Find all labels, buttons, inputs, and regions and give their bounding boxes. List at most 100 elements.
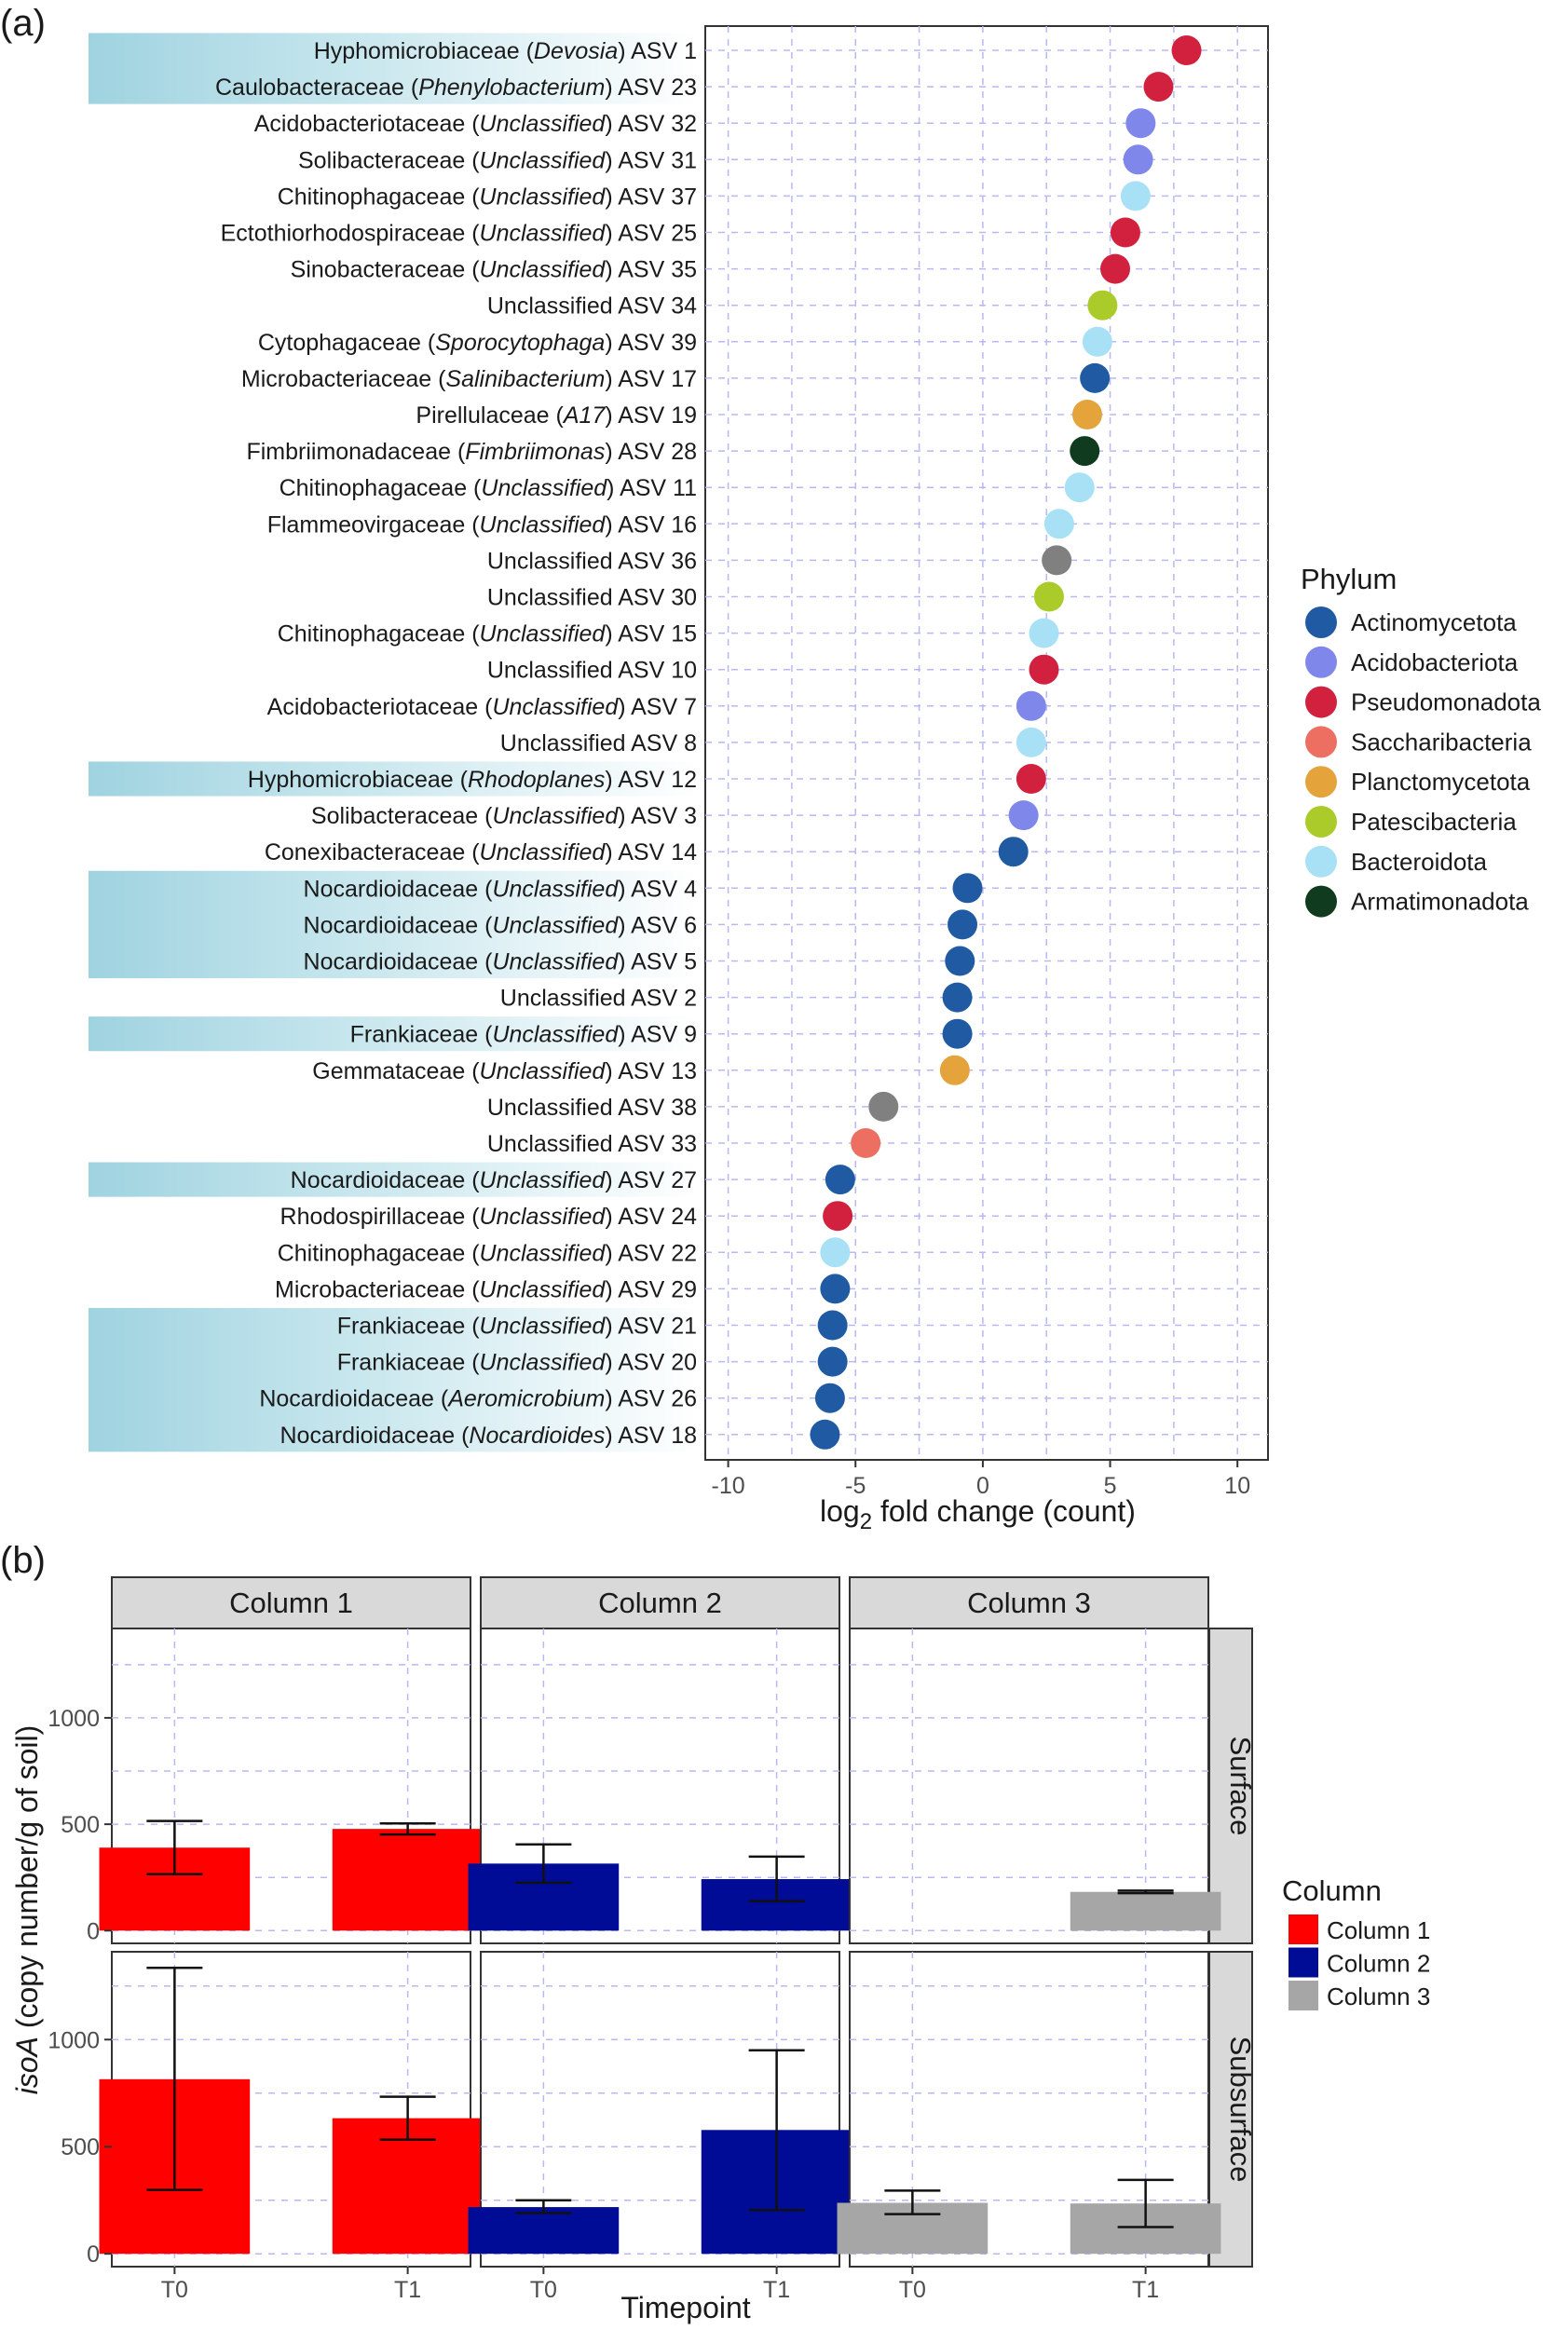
asv-label-family: Rhodospirillaceae (	[280, 1204, 481, 1230]
row-highlight	[89, 1016, 700, 1052]
asv-label: Solibacteraceae (Unclassified) ASV 31	[298, 147, 697, 173]
asv-label-family: Solibacteraceae (	[298, 147, 480, 173]
asv-label-suffix: ) ASV 16	[605, 511, 697, 538]
asv-label-genus: Unclassified	[492, 694, 619, 720]
panel-b-label: (b)	[0, 1540, 46, 1581]
fold-change-point	[1008, 800, 1039, 831]
y-axis-title: isoA (copy number/g of soil)	[10, 1725, 44, 2095]
legend-swatch	[1305, 606, 1337, 638]
facet-strip-column	[480, 1576, 840, 1629]
asv-label-suffix: ) ASV 7	[618, 694, 697, 720]
x-tick-label: T0	[530, 2277, 557, 2303]
legend-swatch	[1288, 1947, 1318, 1978]
fold-change-point	[820, 1237, 851, 1268]
asv-label-genus: Unclassified	[480, 1314, 607, 1340]
asv-label: Fimbriimonadaceae (Fimbriimonas) ASV 28	[246, 439, 697, 465]
asv-label-family: Fimbriimonadaceae (	[246, 439, 465, 465]
row-highlight	[89, 33, 700, 104]
asv-label-family: Ectothiorhodospiraceae (	[221, 221, 481, 247]
y-tick-label: 0	[87, 2241, 100, 2268]
column-legend: Column Column 1 Column 2 Column 3	[1282, 1874, 1430, 2010]
asv-label-genus: Nocardioides	[469, 1423, 605, 1449]
fold-change-point	[1043, 509, 1074, 539]
bar	[468, 2207, 620, 2255]
y-tick-label: 0	[87, 1918, 100, 1944]
asv-label-family: Pirellulaceae (	[416, 402, 564, 429]
asv-label: Unclassified ASV 38	[487, 1095, 697, 1121]
asv-label-genus: Unclassified	[480, 511, 607, 538]
asv-label-suffix: ) ASV 26	[605, 1386, 697, 1412]
row-highlight	[89, 761, 700, 797]
asv-label-suffix: ) ASV 31	[605, 147, 697, 173]
asv-label-genus: Unclassified	[480, 1276, 607, 1302]
row-highlight	[89, 1307, 700, 1452]
asv-label-family: Unclassified ASV 2	[500, 986, 697, 1012]
x-tick-label: 0	[976, 1473, 989, 1499]
asv-label: Cytophagaceae (Sporocytophaga) ASV 39	[258, 330, 697, 356]
asv-label-family: Nocardioidaceae (	[304, 876, 494, 902]
asv-label: Unclassified ASV 34	[487, 293, 697, 320]
panel-a-label: (a)	[0, 3, 46, 44]
asv-label-genus: Unclassified	[480, 111, 607, 137]
asv-label-suffix: ) ASV 17	[605, 366, 697, 392]
fold-change-point	[868, 1091, 899, 1122]
asv-label-genus: Unclassified	[492, 912, 619, 938]
asv-label-genus: Unclassified	[480, 1240, 607, 1266]
fold-change-point	[1110, 217, 1140, 248]
asv-label: Unclassified ASV 8	[500, 730, 697, 756]
fold-change-point	[825, 1165, 855, 1195]
fold-change-point	[1070, 436, 1100, 467]
x-axis-ticks: T0 T1 T0 T1 T0 T1	[161, 2267, 1159, 2303]
asv-label-suffix: ) ASV 21	[605, 1314, 697, 1340]
fold-change-point	[942, 982, 973, 1013]
legend-swatch	[1305, 686, 1337, 718]
asv-label-family: Frankiaceae (	[337, 1350, 481, 1376]
asv-label-suffix: ) ASV 39	[605, 330, 697, 356]
asv-label: Gemmataceae (Unclassified) ASV 13	[312, 1058, 697, 1084]
legend-swatch	[1305, 845, 1337, 878]
asv-label: Nocardioidaceae (Unclassified) ASV 27	[291, 1167, 697, 1193]
bar	[332, 1829, 484, 1931]
fold-change-point	[814, 1383, 845, 1413]
asv-label-suffix: ) ASV 12	[605, 767, 697, 793]
asv-label: Chitinophagaceae (Unclassified) ASV 11	[280, 475, 697, 501]
x-axis-title: Timepoint	[620, 2291, 750, 2324]
asv-label-genus: Unclassified	[480, 1058, 607, 1084]
asv-label-family: Chitinophagaceae (	[280, 475, 482, 501]
asv-label: Frankiaceae (Unclassified) ASV 20	[337, 1350, 697, 1376]
asv-label-family: Unclassified ASV 10	[487, 658, 697, 684]
y-axis-ticks: 0 500 1000 0 500 1000	[48, 1706, 112, 2268]
asv-label-suffix: ) ASV 4	[618, 876, 697, 902]
asv-label: Ectothiorhodospiraceae (Unclassified) AS…	[221, 221, 697, 247]
fold-change-point	[1082, 326, 1112, 357]
asv-label-family: Chitinophagaceae (	[278, 621, 480, 647]
asv-label-genus: Unclassified	[481, 475, 607, 501]
asv-label-family: Unclassified ASV 34	[487, 293, 697, 320]
asv-label: Conexibacteraceae (Unclassified) ASV 14	[265, 839, 697, 865]
asv-label-family: Unclassified ASV 36	[487, 548, 697, 574]
asv-label: Unclassified ASV 30	[487, 585, 697, 611]
asv-label-genus: Unclassified	[480, 621, 607, 647]
row-highlight	[89, 1162, 700, 1197]
asv-label-family: Cytophagaceae (	[258, 330, 436, 356]
asv-label-family: Solibacteraceae (	[311, 803, 493, 829]
asv-label-family: Chitinophagaceae (	[278, 184, 480, 210]
asv-label-suffix: ) ASV 32	[605, 111, 697, 137]
x-axis-title-log: log	[820, 1494, 860, 1528]
asv-label: Nocardioidaceae (Unclassified) ASV 4	[304, 876, 698, 902]
asv-label-genus: Unclassified	[480, 839, 607, 865]
asv-label-group: Hyphomicrobiaceae (Devosia) ASV 1Cauloba…	[215, 38, 697, 1449]
asv-label-suffix: ) ASV 35	[605, 257, 697, 283]
asv-label-suffix: ) ASV 11	[607, 475, 697, 501]
fold-change-point	[1171, 35, 1202, 65]
x-tick-label: 10	[1224, 1473, 1250, 1499]
column-legend-title: Column	[1282, 1874, 1382, 1907]
dot-plot-grid	[705, 26, 1268, 1460]
fold-change-point	[1016, 727, 1046, 757]
asv-label-genus: Unclassified	[480, 147, 607, 173]
asv-label-suffix: ) ASV 28	[605, 439, 697, 465]
fold-change-point	[1016, 764, 1046, 794]
asv-label: Caulobacteraceae (Phenylobacterium) ASV …	[215, 75, 697, 101]
asv-label: Nocardioidaceae (Unclassified) ASV 5	[304, 949, 697, 975]
